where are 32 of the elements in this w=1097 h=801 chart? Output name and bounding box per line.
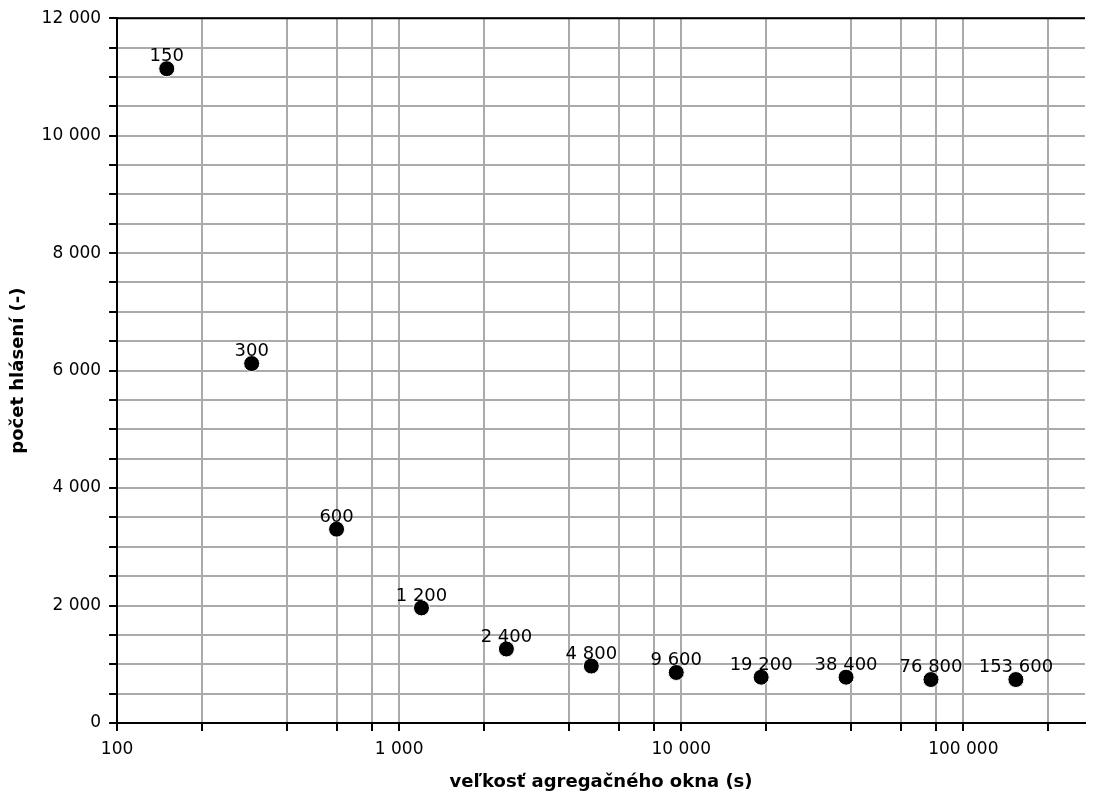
annotation: 4 800 bbox=[565, 641, 618, 663]
y-tick-label: 0 bbox=[90, 711, 102, 732]
y-axis-title: počet hlásení (-) bbox=[6, 287, 28, 454]
y-tick-label: 6 000 bbox=[52, 359, 102, 380]
point bbox=[158, 60, 176, 78]
point bbox=[752, 668, 770, 686]
annotation: 300 bbox=[234, 339, 269, 361]
x-tick-label: 1 000 bbox=[374, 737, 424, 758]
y-tick-label: 4 000 bbox=[52, 476, 102, 497]
point bbox=[243, 355, 261, 373]
x-tick-label: 100 bbox=[100, 737, 134, 758]
annotation: 76 800 bbox=[899, 655, 963, 677]
point bbox=[582, 657, 600, 675]
point bbox=[1007, 671, 1025, 689]
x-tick-label: 100 000 bbox=[928, 737, 999, 758]
annotation: 150 bbox=[149, 44, 184, 66]
y-tick-label: 2 000 bbox=[52, 593, 102, 614]
annotation: 2 400 bbox=[480, 624, 533, 646]
annotation: 153 600 bbox=[978, 655, 1054, 677]
y-tick-label: 10 000 bbox=[41, 124, 102, 145]
x-axis-title: veľkosť agregačného okna (s) bbox=[449, 769, 753, 791]
annotation: 19 200 bbox=[729, 652, 793, 674]
point bbox=[837, 668, 855, 686]
point bbox=[922, 671, 940, 689]
y-tick-label: 12 000 bbox=[41, 6, 102, 27]
annotation: 1 200 bbox=[395, 583, 448, 605]
point bbox=[667, 663, 685, 681]
annotation: 38 400 bbox=[814, 652, 878, 674]
x-tick-label: 10 000 bbox=[651, 737, 711, 758]
annotation: 9 600 bbox=[650, 648, 703, 670]
annotation: 600 bbox=[319, 504, 354, 526]
y-tick-label: 8 000 bbox=[52, 241, 102, 262]
